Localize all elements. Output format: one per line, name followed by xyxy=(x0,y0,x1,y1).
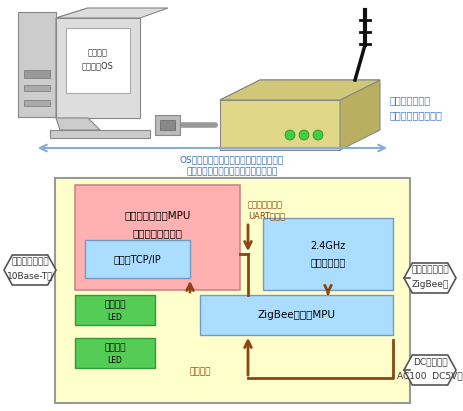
Polygon shape xyxy=(219,80,379,100)
Bar xyxy=(24,85,50,91)
Bar xyxy=(75,185,239,290)
Polygon shape xyxy=(56,8,168,18)
Text: 無線通信データ: 無線通信データ xyxy=(247,201,282,210)
Bar xyxy=(66,28,130,93)
Text: 電源表示: 電源表示 xyxy=(104,344,125,353)
Bar xyxy=(50,130,150,138)
Text: LED: LED xyxy=(107,356,122,365)
Bar xyxy=(55,178,409,403)
Bar xyxy=(160,120,175,130)
Text: プロトコル変揀MPU: プロトコル変揀MPU xyxy=(124,210,190,220)
Circle shape xyxy=(313,130,322,140)
Bar xyxy=(18,12,56,117)
Text: 通信表示: 通信表示 xyxy=(104,300,125,309)
Bar xyxy=(75,338,155,368)
Text: 有線通信データ: 有線通信データ xyxy=(11,258,49,266)
Circle shape xyxy=(284,130,294,140)
Text: ネットワークを接続: ネットワークを接続 xyxy=(389,110,442,120)
Text: 有線側TCP/IP: 有線側TCP/IP xyxy=(113,254,161,264)
Text: トランシーバ: トランシーバ xyxy=(310,257,345,267)
Bar xyxy=(200,295,392,335)
Text: AC100  DC5V）: AC100 DC5V） xyxy=(396,372,462,381)
Polygon shape xyxy=(403,355,455,385)
Bar xyxy=(56,18,140,118)
Polygon shape xyxy=(403,263,455,293)
Polygon shape xyxy=(56,8,88,118)
Text: 10Base-T）: 10Base-T） xyxy=(7,272,53,280)
Bar xyxy=(75,295,155,325)
Text: 在庫管理: 在庫管理 xyxy=(88,48,108,58)
Text: ZigBee）: ZigBee） xyxy=(411,279,448,289)
Bar xyxy=(155,115,180,135)
Polygon shape xyxy=(219,80,379,100)
Text: DC電源入力: DC電源入力 xyxy=(412,358,446,367)
Circle shape xyxy=(298,130,308,140)
Text: OS上のデータベースに受信データを報告: OS上のデータベースに受信データを報告 xyxy=(180,155,283,164)
Text: 無線通信データ: 無線通信データ xyxy=(410,266,448,275)
Bar xyxy=(263,218,392,290)
Text: LED: LED xyxy=(107,312,122,321)
Bar xyxy=(219,100,339,150)
Polygon shape xyxy=(4,255,56,285)
Text: ネットワーク上各端末への発信を担当: ネットワーク上各端末への発信を担当 xyxy=(186,168,277,176)
Text: 2.4GHz: 2.4GHz xyxy=(310,241,345,251)
Polygon shape xyxy=(56,118,100,130)
Text: ZigBee通信用MPU: ZigBee通信用MPU xyxy=(257,310,335,320)
Text: 動作電源: 動作電源 xyxy=(189,367,210,376)
Bar xyxy=(24,100,50,106)
Bar xyxy=(85,240,189,278)
Text: （ゲートウエイ）: （ゲートウエイ） xyxy=(132,228,182,238)
Text: 無線／有線間の: 無線／有線間の xyxy=(389,95,430,105)
Bar xyxy=(24,70,50,78)
Text: UART接続）: UART接続） xyxy=(247,212,284,220)
Polygon shape xyxy=(339,80,379,150)
Text: システムOS: システムOS xyxy=(82,62,114,71)
